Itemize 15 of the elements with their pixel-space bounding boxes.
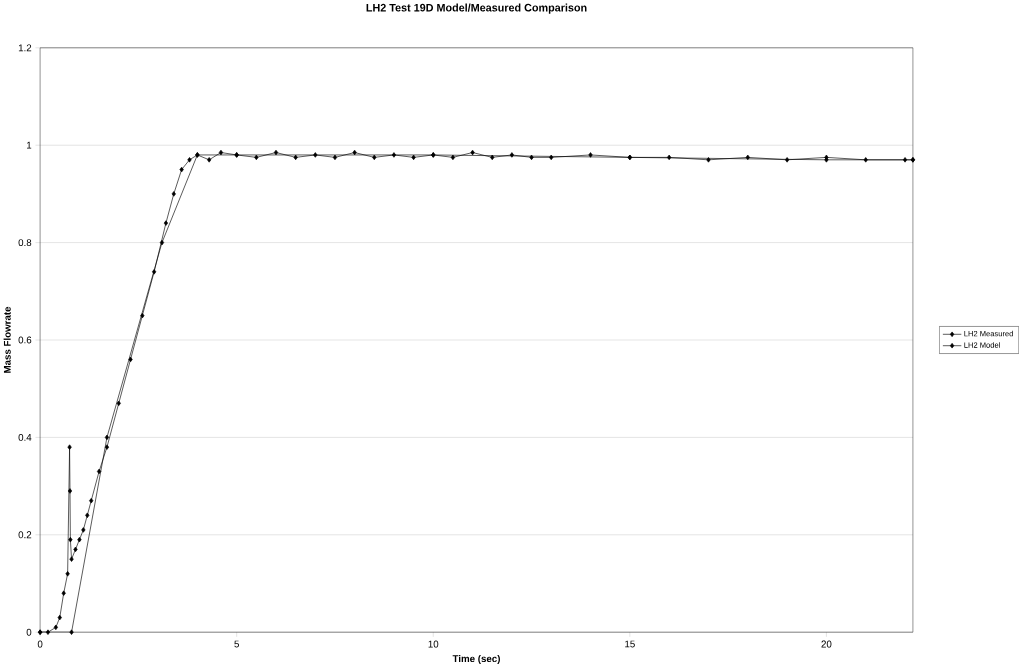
x-tick-label: 20	[821, 640, 832, 648]
y-tick-label: 0.6	[18, 336, 32, 344]
y-tick-label: 1	[27, 142, 32, 149]
y-tick-label: 0.4	[18, 434, 32, 442]
y-tick-label: 0.2	[18, 531, 32, 539]
x-tick-label: 10	[428, 640, 439, 648]
y-tick-label: 0	[26, 628, 32, 636]
x-axis-title: Time (sec)	[452, 655, 500, 665]
x-tick-label: 15	[625, 640, 635, 648]
x-tick-label: 0	[37, 640, 43, 648]
y-axis-title: Mass Flowrate	[3, 307, 11, 374]
chart-title: LH2 Test 19D Model/Measured Comparison	[366, 3, 587, 14]
x-tick-label: 5	[234, 640, 239, 648]
y-tick-label: 0.8	[18, 239, 32, 247]
y-tick-label: 1.2	[18, 44, 32, 52]
